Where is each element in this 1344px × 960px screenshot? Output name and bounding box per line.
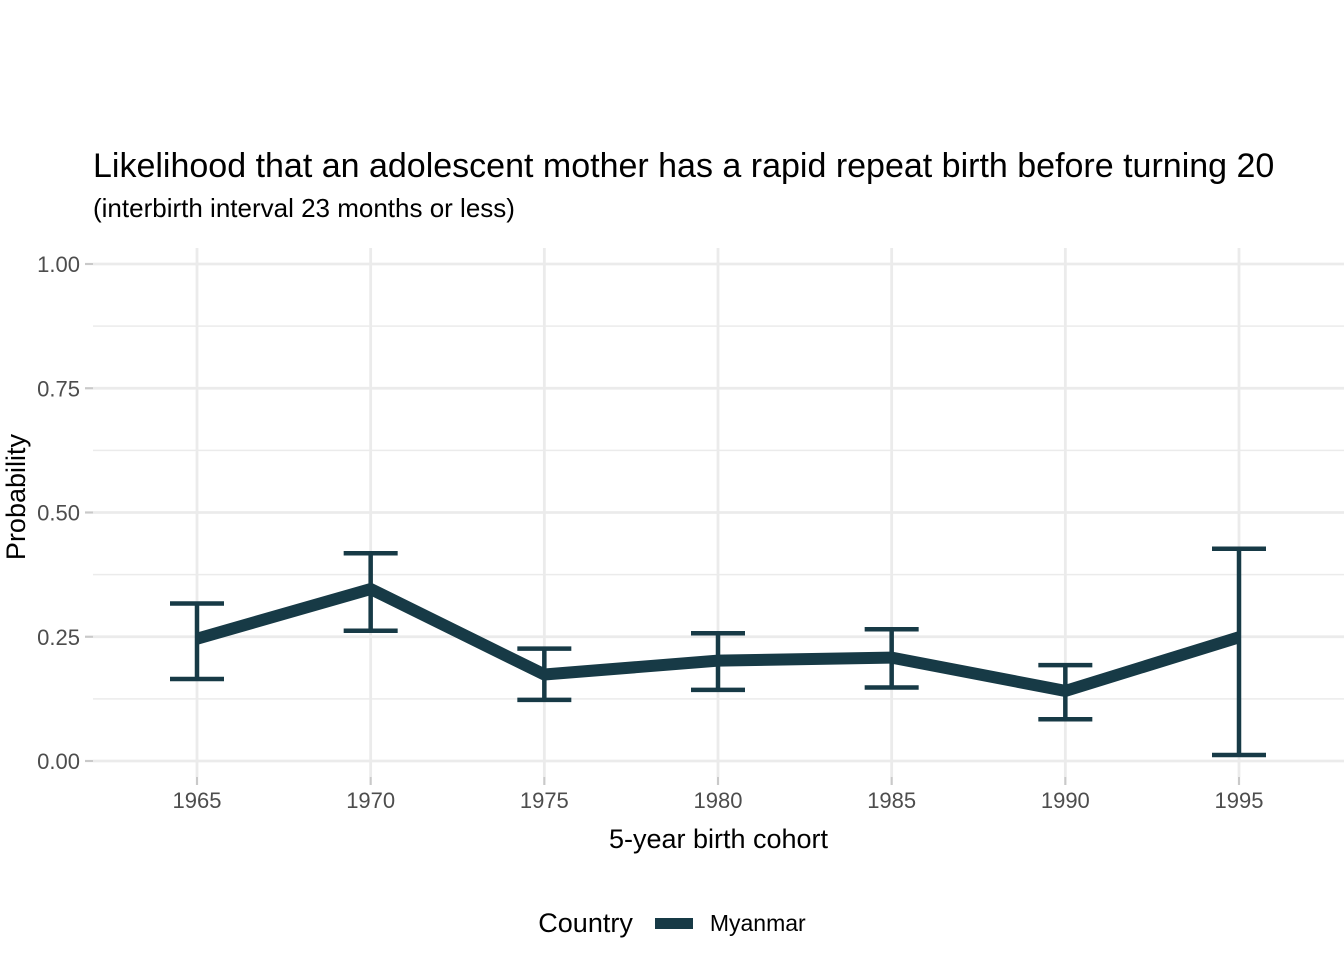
legend-label-myanmar: Myanmar [709,909,806,936]
chart-subtitle: (interbirth interval 23 months or less) [93,193,515,223]
legend: Country Myanmar [0,903,1344,943]
y-tick-label: 0.75 [37,376,80,401]
x-axis-title: 5-year birth cohort [608,824,829,854]
x-tick-label: 1970 [346,788,395,813]
series-line-myanmar [195,582,1241,698]
x-tick-label: 1965 [173,788,222,813]
chart-title: Likelihood that an adolescent mother has… [93,147,1275,185]
legend-key-myanmar [654,917,693,929]
y-tick-label: 1.00 [37,252,80,277]
x-tick-label: 1995 [1215,788,1264,813]
x-tick-label: 1980 [694,788,743,813]
x-tick-label: 1975 [520,788,569,813]
y-tick-label: 0.25 [37,625,80,650]
y-tick-label: 0.50 [37,501,80,526]
x-tick-label: 1990 [1041,788,1090,813]
y-tick-label: 0.00 [37,749,80,774]
legend-title: Country [538,907,633,938]
x-tick-label: 1985 [867,788,916,813]
